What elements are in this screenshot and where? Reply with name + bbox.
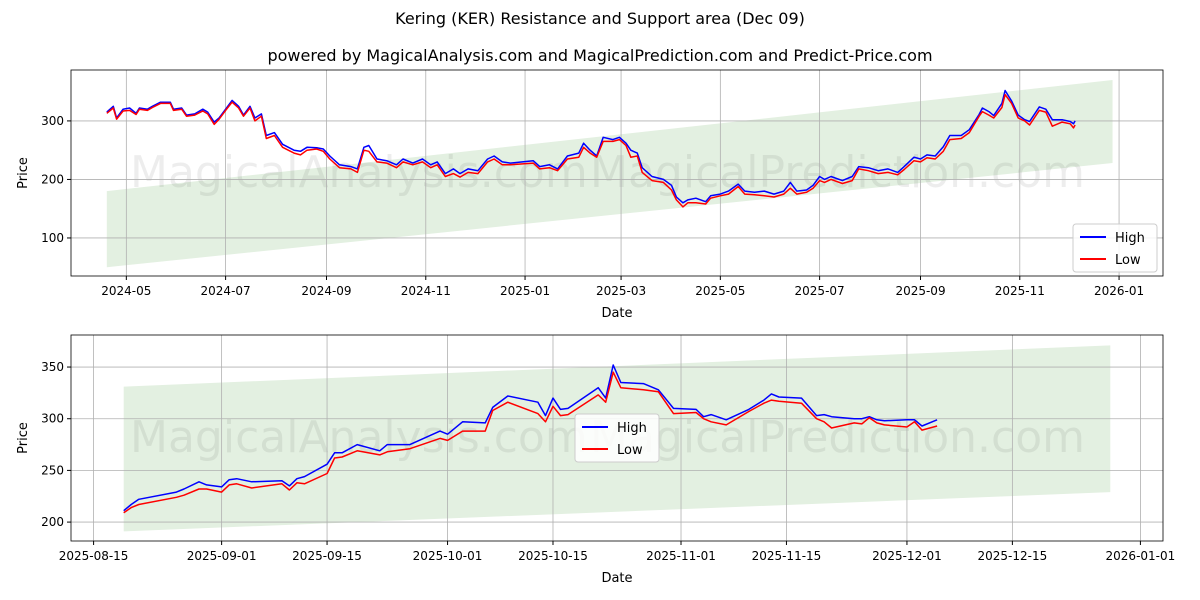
x-tick-label: 2025-12-15 bbox=[978, 549, 1048, 563]
plot-frame bbox=[70, 334, 1164, 542]
x-tick-label: 2024-11 bbox=[401, 284, 451, 298]
x-tick-label: 2025-12-01 bbox=[872, 549, 942, 563]
x-tick-label: 2025-01 bbox=[500, 284, 550, 298]
x-tick-label: 2025-10-01 bbox=[413, 549, 483, 563]
y-tick-label: 300 bbox=[41, 412, 64, 426]
x-tick-label: 2026-01-01 bbox=[1106, 549, 1176, 563]
x-tick-label: 2025-07 bbox=[795, 284, 845, 298]
x-tick-label: 2025-10-15 bbox=[518, 549, 588, 563]
x-tick-label: 2025-11 bbox=[995, 284, 1045, 298]
watermark-text: MagicalAnalysis.com bbox=[130, 147, 588, 198]
series-line-high bbox=[123, 364, 938, 512]
plot-frame bbox=[70, 69, 1164, 277]
watermark-text: MagicalAnalysis.com bbox=[130, 412, 588, 463]
x-tick-label: 2025-09-01 bbox=[187, 549, 257, 563]
watermark-text: MagicalPrediction.com bbox=[590, 412, 1085, 463]
x-tick-label: 2025-09 bbox=[895, 284, 945, 298]
legend: High Low bbox=[1072, 223, 1158, 273]
y-axis-label: Price bbox=[16, 157, 31, 189]
x-tick-label: 2024-09 bbox=[301, 284, 351, 298]
series-line-low bbox=[123, 371, 938, 514]
x-tick-label: 2025-03 bbox=[596, 284, 646, 298]
x-tick-label: 2025-05 bbox=[695, 284, 745, 298]
x-tick-label: 2025-11-01 bbox=[646, 549, 716, 563]
x-axis-label: Date bbox=[601, 571, 632, 586]
watermark-text: MagicalPrediction.com bbox=[590, 147, 1085, 198]
y-tick-label: 100 bbox=[41, 231, 64, 245]
chart-1: MagicalAnalysis.com MagicalPrediction.com… bbox=[16, 69, 1164, 321]
legend-label-low: Low bbox=[1115, 253, 1141, 268]
y-tick-label: 350 bbox=[41, 360, 64, 374]
legend-label-high: High bbox=[1115, 231, 1145, 246]
chart-2: MagicalAnalysis.com MagicalPrediction.com… bbox=[16, 334, 1176, 586]
y-tick-label: 250 bbox=[41, 463, 64, 477]
legend: High Low bbox=[574, 413, 660, 463]
x-tick-label: 2025-11-15 bbox=[752, 549, 822, 563]
support-resistance-band bbox=[106, 79, 1113, 268]
y-tick-label: 300 bbox=[41, 114, 64, 128]
y-tick-label: 200 bbox=[41, 172, 64, 186]
chart-title: Kering (KER) Resistance and Support area… bbox=[395, 9, 805, 28]
x-tick-label: 2024-07 bbox=[201, 284, 251, 298]
x-tick-label: 2025-09-15 bbox=[292, 549, 362, 563]
y-axis-label: Price bbox=[16, 422, 31, 454]
legend-label-high: High bbox=[617, 421, 647, 436]
y-tick-label: 200 bbox=[41, 515, 64, 529]
x-axis-label: Date bbox=[601, 306, 632, 321]
x-tick-label: 2026-01 bbox=[1094, 284, 1144, 298]
series-line-low bbox=[106, 93, 1076, 208]
legend-label-low: Low bbox=[617, 443, 643, 458]
chart-subtitle: powered by MagicalAnalysis.com and Magic… bbox=[267, 46, 933, 65]
x-tick-label: 2024-05 bbox=[101, 284, 151, 298]
x-tick-label: 2025-08-15 bbox=[59, 549, 129, 563]
